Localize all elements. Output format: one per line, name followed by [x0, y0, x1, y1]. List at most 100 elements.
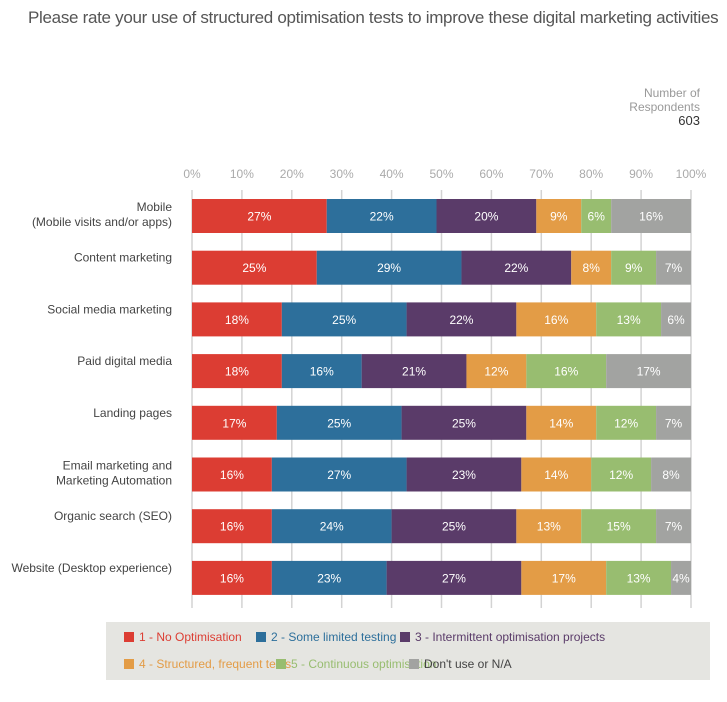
- bar-segment: [192, 302, 282, 337]
- x-tick-label: 40%: [380, 167, 404, 181]
- bar-segment: [192, 354, 282, 389]
- bar-segment: [656, 250, 691, 285]
- bar-segment: [661, 302, 691, 337]
- legend-item: 4 - Structured, frequent tests: [124, 657, 291, 671]
- data-label: 25%: [452, 416, 476, 430]
- data-label: 23%: [452, 468, 476, 482]
- legend-label: 2 - Some limited testing: [271, 630, 397, 644]
- bar-segment: [656, 509, 691, 544]
- bar-segment: [611, 199, 691, 233]
- bar-segment: [406, 302, 517, 337]
- bar-segment: [521, 457, 592, 492]
- data-label: 4%: [672, 571, 690, 585]
- legend-swatch: [124, 632, 134, 642]
- respondents-count: 603: [678, 113, 700, 128]
- bar-segment: [281, 302, 407, 337]
- legend-swatch: [124, 659, 134, 669]
- x-tick-label: 20%: [280, 167, 304, 181]
- bar-segment: [316, 250, 462, 285]
- legend-label: Don't use or N/A: [424, 657, 512, 671]
- bar-segment: [361, 354, 467, 389]
- data-label: 9%: [550, 210, 568, 224]
- category-label: Mobile: [137, 200, 173, 214]
- bar-segment: [606, 560, 672, 595]
- data-label: 6%: [588, 210, 606, 224]
- data-label: 17%: [552, 571, 576, 585]
- x-tick-label: 30%: [330, 167, 354, 181]
- bar-segment: [611, 250, 657, 285]
- bar-segment: [436, 199, 537, 233]
- data-label: 17%: [637, 365, 661, 379]
- data-label: 24%: [320, 520, 344, 534]
- data-label: 16%: [554, 365, 578, 379]
- data-label: 25%: [442, 520, 466, 534]
- data-label: 16%: [544, 313, 568, 327]
- bar-segment: [271, 560, 387, 595]
- data-label: 18%: [225, 313, 249, 327]
- legend-label: 5 - Continuous optimisation: [291, 657, 437, 671]
- data-label: 16%: [310, 365, 334, 379]
- bar-segment: [671, 560, 691, 595]
- bar-segment: [406, 457, 522, 492]
- data-label: 7%: [665, 520, 683, 534]
- bar-segment: [192, 560, 272, 595]
- data-label: 14%: [549, 416, 573, 430]
- bar-segment: [326, 199, 437, 233]
- bar-segment: [606, 354, 691, 389]
- data-label: 29%: [377, 261, 401, 275]
- bar-segment: [401, 405, 527, 440]
- data-label: 7%: [665, 261, 683, 275]
- data-label: 20%: [474, 210, 498, 224]
- category-label: (Mobile visits and/or apps): [32, 215, 172, 229]
- bar-segment: [271, 509, 392, 544]
- x-tick-label: 0%: [183, 167, 201, 181]
- x-tick-label: 100%: [676, 167, 707, 181]
- data-label: 16%: [220, 571, 244, 585]
- data-label: 16%: [220, 520, 244, 534]
- data-label: 23%: [317, 571, 341, 585]
- bar-segment: [581, 199, 612, 233]
- data-label: 12%: [609, 468, 633, 482]
- legend-item: 1 - No Optimisation: [124, 630, 242, 644]
- category-label: Marketing Automation: [56, 474, 172, 488]
- data-label: 22%: [449, 313, 473, 327]
- bar-segment: [536, 199, 582, 233]
- legend-item: 3 - Intermittent optimisation projects: [400, 630, 605, 644]
- bar-segment: [651, 457, 691, 492]
- bar-segment: [591, 457, 652, 492]
- data-label: 25%: [327, 416, 351, 430]
- data-label: 8%: [583, 261, 601, 275]
- x-tick-label: 50%: [429, 167, 453, 181]
- data-label: 8%: [662, 468, 680, 482]
- stacked-bar-chart: 0% 10% 20% 30% 40% 50% 60% 70% 80% 90% 100% Mobile(…: [11, 167, 707, 608]
- data-label: 18%: [225, 365, 249, 379]
- bar-segment: [656, 405, 691, 440]
- x-tick-label: 80%: [579, 167, 603, 181]
- bar-segment: [521, 560, 607, 595]
- data-label: 13%: [537, 520, 561, 534]
- legend-item: 2 - Some limited testing: [256, 630, 396, 644]
- data-label: 6%: [667, 313, 685, 327]
- data-label: 9%: [625, 261, 643, 275]
- legend-label: 1 - No Optimisation: [139, 630, 242, 644]
- category-label: Website (Desktop experience): [11, 561, 172, 575]
- data-label: 12%: [614, 416, 638, 430]
- data-label: 25%: [332, 313, 356, 327]
- bar-segment: [192, 509, 272, 544]
- category-label: Email marketing and: [63, 459, 172, 473]
- data-label: 14%: [544, 468, 568, 482]
- bar-segment: [581, 509, 657, 544]
- bar-segment: [526, 354, 607, 389]
- bar-segment: [271, 457, 407, 492]
- legend: 1 - No Optimisation 2 - Some limited test…: [106, 622, 710, 680]
- bar-segment: [466, 354, 527, 389]
- category-label: Social media marketing: [47, 302, 172, 316]
- data-label: 17%: [222, 416, 246, 430]
- bar-segment: [276, 405, 402, 440]
- bar-segment: [571, 250, 612, 285]
- x-tick-label: 70%: [529, 167, 553, 181]
- legend-swatch: [276, 659, 286, 669]
- bar-segment: [596, 302, 662, 337]
- legend-item: Don't use or N/A: [409, 657, 512, 671]
- bar-segment: [192, 199, 327, 233]
